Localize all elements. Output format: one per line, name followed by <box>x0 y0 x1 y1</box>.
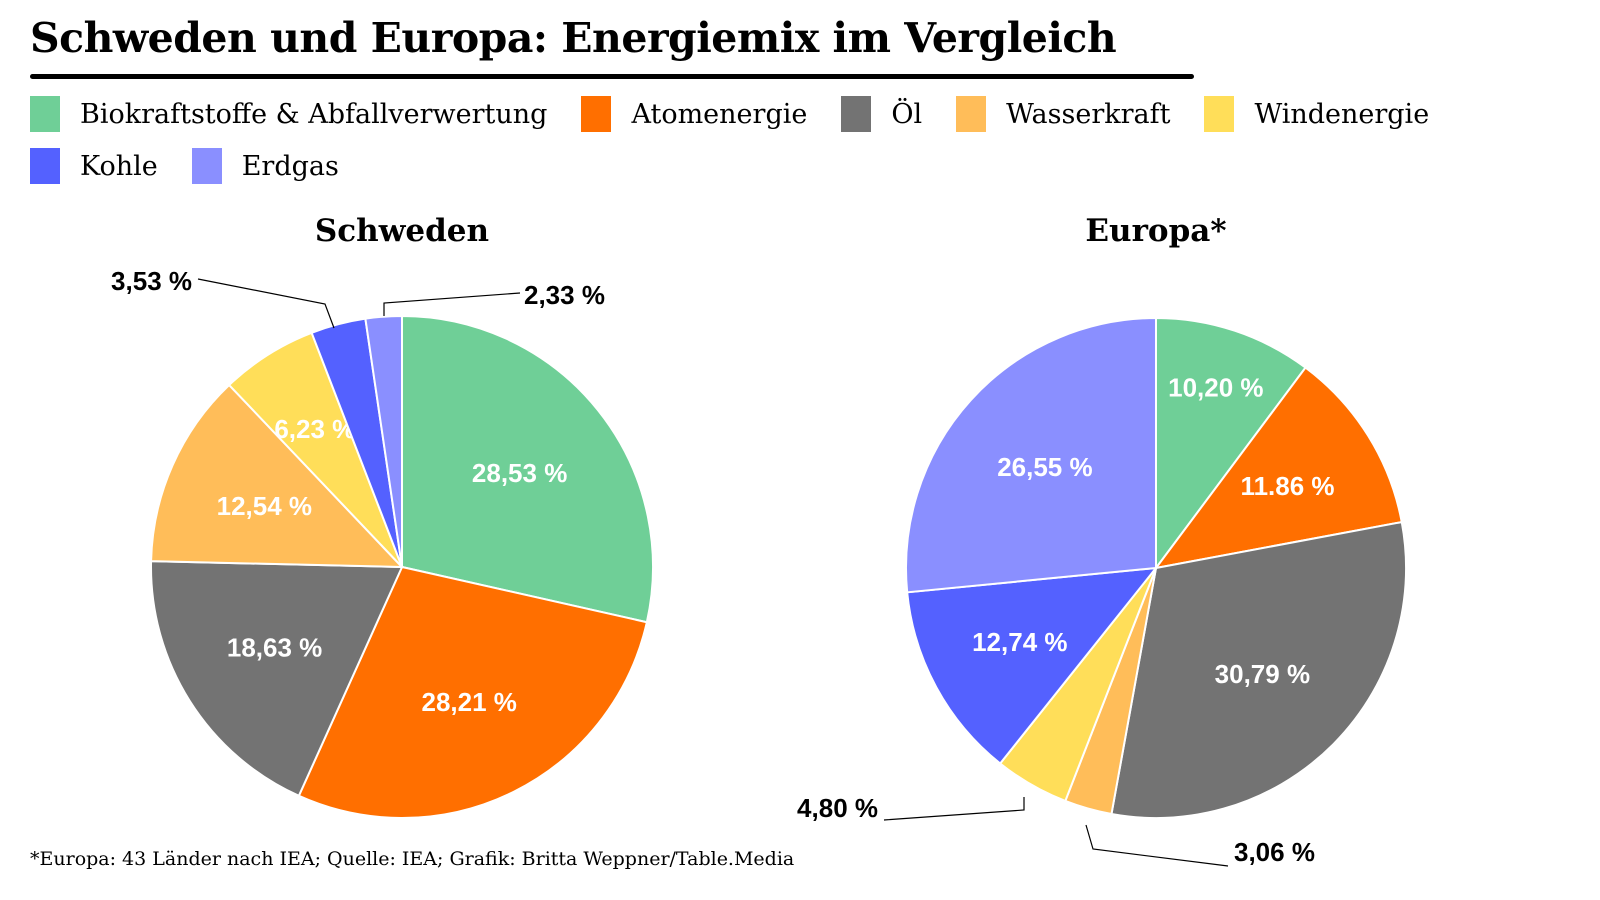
legend-label: Erdgas <box>241 150 339 182</box>
slice-label: 11.86 % <box>1241 471 1335 501</box>
leader-line <box>197 278 335 329</box>
slice-label: 12,54 % <box>217 491 312 521</box>
legend-swatch <box>956 96 987 132</box>
pie-slice <box>297 565 649 819</box>
legend-label: Atomenergie <box>631 98 808 130</box>
slice-label: 30,79 % <box>1215 659 1310 689</box>
leader-line <box>883 797 1025 821</box>
legend-label: Biokraftstoffe & Abfallverwertung <box>80 98 548 130</box>
legend-row-2: Kohle Erdgas <box>30 140 1590 192</box>
legend-row-1: Biokraftstoffe & Abfallverwertung Atomen… <box>30 88 1590 140</box>
legend-swatch <box>841 96 872 132</box>
pie-slice <box>906 566 1159 765</box>
slice-label: 28,53 % <box>472 458 567 488</box>
slice-label: 18,63 % <box>227 632 322 662</box>
pie-slice <box>150 560 404 798</box>
legend-swatch <box>191 148 222 184</box>
legend-item-kohle: Kohle <box>30 148 158 184</box>
chart-title: Schweden <box>315 213 489 249</box>
legend: Biokraftstoffe & Abfallverwertung Atomen… <box>30 88 1590 192</box>
chart-main-title: Schweden und Europa: Energiemix im Vergl… <box>30 14 1117 62</box>
slice-label: 28,21 % <box>422 687 517 717</box>
pie-slice <box>905 316 1157 594</box>
footnote: *Europa: 43 Länder nach IEA; Quelle: IEA… <box>30 848 795 870</box>
slice-label: 4,80 % <box>797 793 878 823</box>
slice-label: 2,33 % <box>524 280 605 310</box>
legend-label: Öl <box>891 98 923 130</box>
leader-line <box>383 292 521 316</box>
legend-item-windenergie: Windenergie <box>1204 96 1429 132</box>
pie-slice <box>1155 316 1307 572</box>
leader-line <box>1085 824 1229 867</box>
slice-label: 26,55 % <box>997 452 1092 482</box>
legend-item-oel: Öl <box>841 96 922 132</box>
pie-slice <box>1153 366 1403 570</box>
legend-label: Wasserkraft <box>1006 98 1171 130</box>
slice-label: 12,74 % <box>972 627 1067 657</box>
slice-label: 6,23 % <box>274 414 355 444</box>
slice-label: 3,06 % <box>1234 837 1315 867</box>
legend-swatch <box>581 96 612 132</box>
legend-swatch <box>1204 96 1235 132</box>
legend-item-atomenergie: Atomenergie <box>581 96 807 132</box>
legend-label: Kohle <box>80 150 158 182</box>
legend-item-wasserkraft: Wasserkraft <box>956 96 1170 132</box>
title-underline <box>30 74 1194 79</box>
slice-label: 3,53 % <box>111 266 192 296</box>
slice-label: 10,20 % <box>1168 373 1263 403</box>
legend-swatch <box>30 148 60 184</box>
legend-swatch <box>30 96 60 132</box>
pie-slice <box>364 314 403 568</box>
pie-slice <box>1110 520 1407 819</box>
pie-slice <box>150 383 405 569</box>
pie-slice <box>401 314 654 624</box>
legend-label: Windenergie <box>1254 98 1430 130</box>
legend-item-biokraftstoffe: Biokraftstoffe & Abfallverwertung <box>30 96 547 132</box>
chart-title: Europa* <box>1085 213 1226 249</box>
legend-item-erdgas: Erdgas <box>191 148 339 184</box>
